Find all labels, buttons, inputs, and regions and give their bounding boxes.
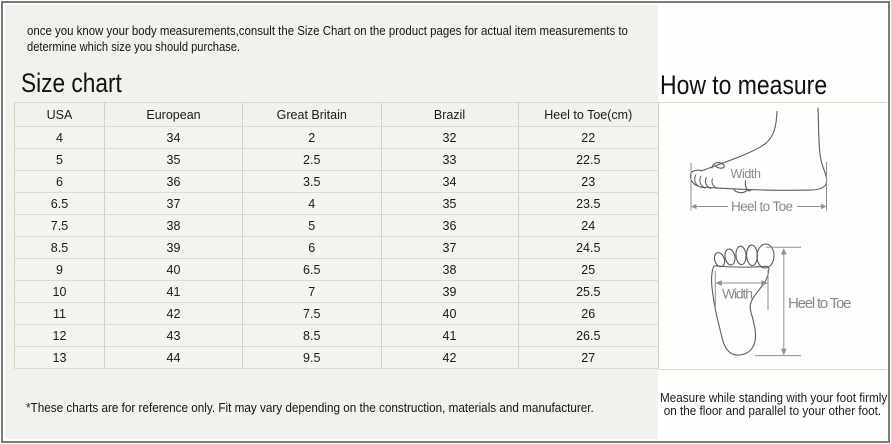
svg-text:Heel to Toe: Heel to Toe <box>788 295 852 312</box>
svg-text:Width: Width <box>722 286 753 302</box>
svg-text:Width: Width <box>731 167 762 181</box>
svg-text:Heel to Toe: Heel to Toe <box>731 199 793 214</box>
